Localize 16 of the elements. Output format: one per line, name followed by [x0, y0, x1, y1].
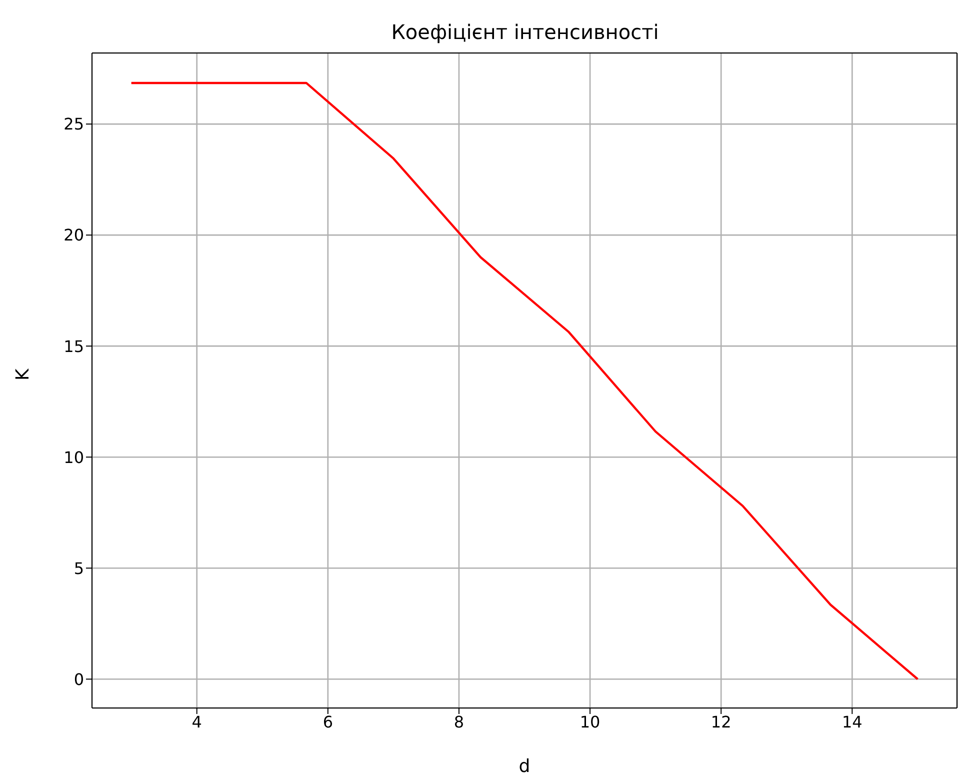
- y-tick-label: 0: [74, 670, 84, 689]
- y-tick-label: 10: [64, 448, 84, 467]
- y-tick-label: 25: [64, 114, 84, 134]
- y-tick-label: 5: [74, 558, 84, 578]
- x-tick-label: 10: [580, 712, 600, 732]
- chart-title: Коефіцієнт інтенсивності: [390, 20, 660, 44]
- x-tick-label: 4: [192, 712, 202, 732]
- x-tick-label: 14: [842, 712, 862, 732]
- x-tick-label: 12: [710, 712, 732, 732]
- y-tick-label: 20: [64, 226, 84, 245]
- line-series: [130, 82, 919, 680]
- x-tick-label: 6: [322, 712, 334, 732]
- y-tick-label: 15: [64, 336, 84, 356]
- x-tick-label: 8: [454, 712, 464, 732]
- y-axis-title: K: [12, 368, 34, 380]
- x-axis-title: d: [518, 756, 530, 777]
